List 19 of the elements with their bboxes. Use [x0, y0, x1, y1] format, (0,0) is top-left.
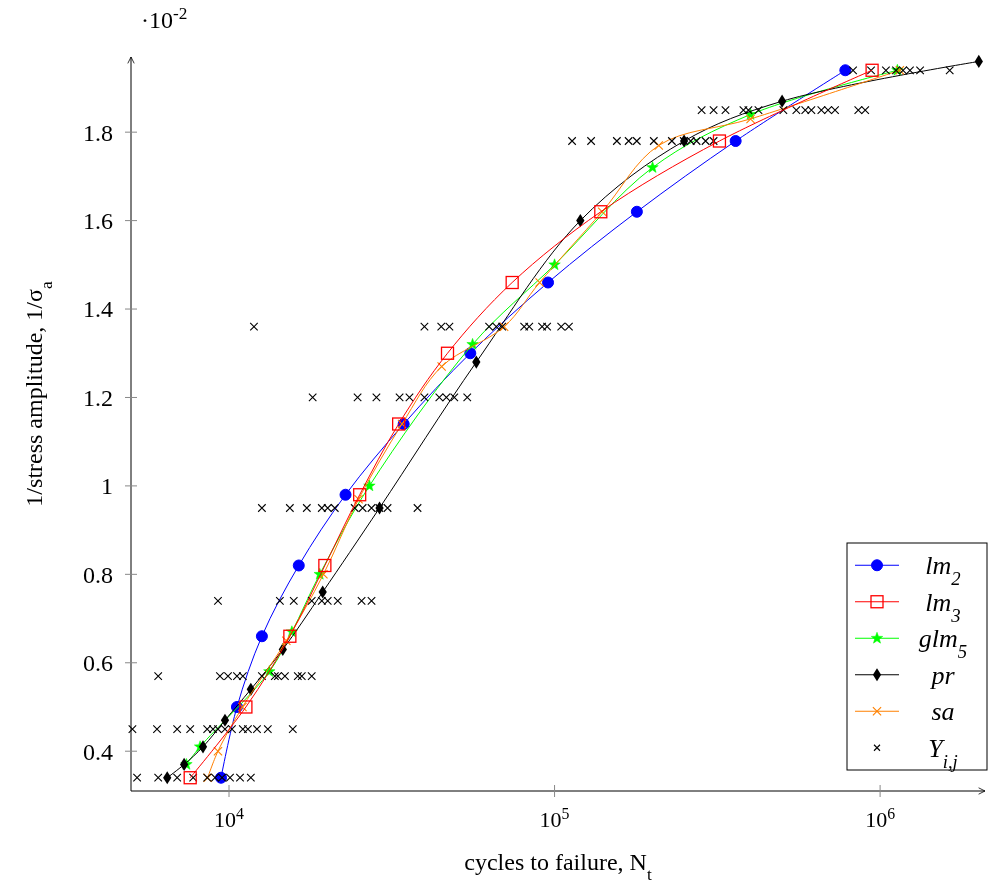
y-tick-label: 1.8: [83, 119, 113, 146]
legend-label: lm$_{3}$: [925, 587, 961, 626]
legend-label: Y$_{i,j}$: [928, 733, 958, 772]
y-tick-label: 1: [101, 473, 113, 500]
legend-label: lm$_{2}$: [925, 551, 961, 589]
legend-label: pr: [929, 660, 956, 690]
y-tick-label: 0.4: [83, 738, 113, 765]
legend-label: glm$_{5}$: [918, 624, 968, 662]
x-axis-title: cycles to failure, N$_{t}$: [464, 849, 652, 884]
y-tick-label: 1.4: [83, 296, 113, 323]
x-tick-label: 10$^{5}$: [539, 804, 570, 832]
y-tick-label: 0.6: [83, 650, 113, 677]
x-tick-label: 10$^{6}$: [865, 804, 896, 832]
text: ·10$^{-2}$: [141, 3, 188, 33]
legend-label: sa: [931, 697, 955, 727]
y-tick-label: 1.2: [83, 384, 113, 411]
y-tick-label: 0.8: [83, 561, 113, 588]
y-tick-label: 1.6: [83, 208, 113, 234]
x-tick-label: 10$^{4}$: [214, 804, 245, 832]
